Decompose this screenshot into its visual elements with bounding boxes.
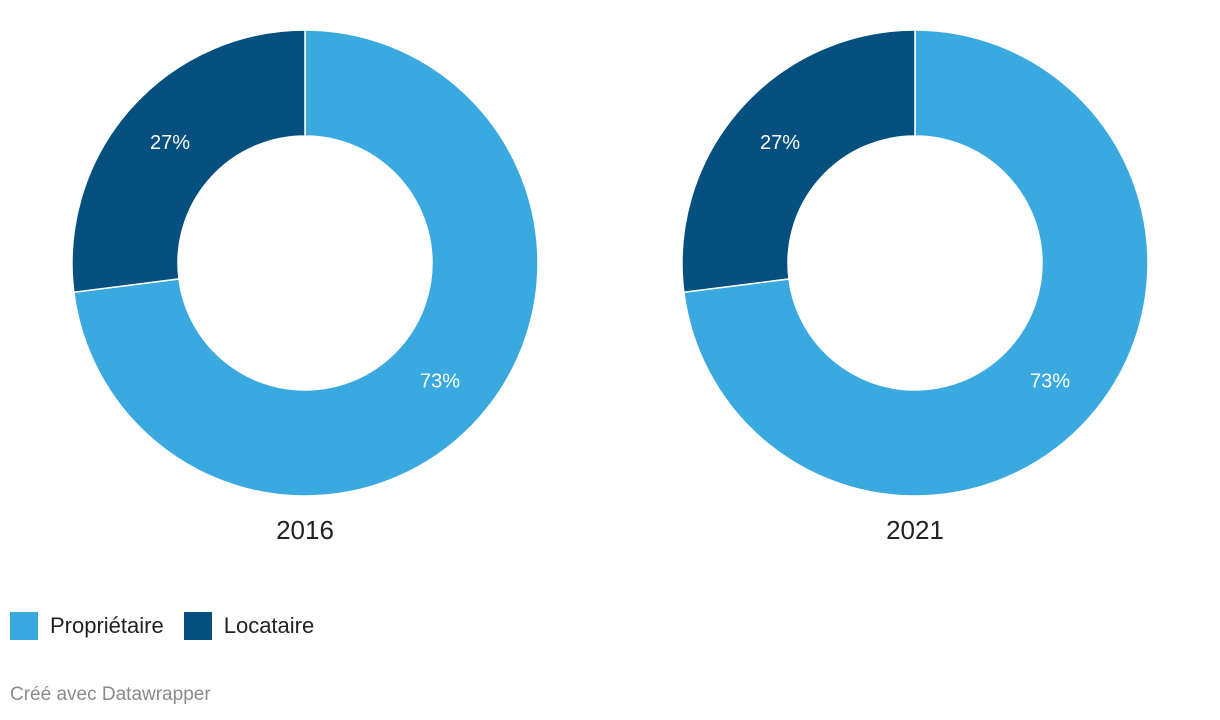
slice-proprietaire-2021 bbox=[682, 29, 1149, 497]
slice-label-2021-1: 27% bbox=[760, 132, 800, 154]
slice-label-2016-1: 27% bbox=[150, 132, 190, 154]
slice-label-2016-0: 73% bbox=[420, 370, 460, 392]
legend-item-proprietaire: Propriétaire bbox=[10, 612, 164, 640]
slice-proprietaire-2016 bbox=[72, 29, 539, 497]
slice-label-2021-0: 73% bbox=[1030, 370, 1070, 392]
chart-title-2016: 2016 bbox=[276, 515, 334, 545]
legend-label-locataire: Locataire bbox=[223, 613, 315, 638]
legend-label-proprietaire: Propriétaire bbox=[50, 613, 164, 638]
donut-2016: 73% 27% 2016 bbox=[71, 29, 539, 545]
legend-item-locataire: Locataire bbox=[183, 612, 315, 640]
credit-line: Créé avec Datawrapper bbox=[10, 684, 211, 705]
legend: Propriétaire Locataire bbox=[10, 612, 314, 640]
chart-title-2021: 2021 bbox=[886, 515, 944, 545]
legend-swatch-locataire bbox=[183, 612, 212, 640]
donut-2021: 73% 27% 2021 bbox=[681, 29, 1149, 545]
donut-charts: 73% 27% 2016 73% 27% 2021 bbox=[71, 29, 1149, 545]
legend-swatch-proprietaire bbox=[10, 612, 38, 640]
slice-locataire-2016 bbox=[71, 29, 306, 294]
slice-locataire-2021 bbox=[681, 29, 916, 294]
